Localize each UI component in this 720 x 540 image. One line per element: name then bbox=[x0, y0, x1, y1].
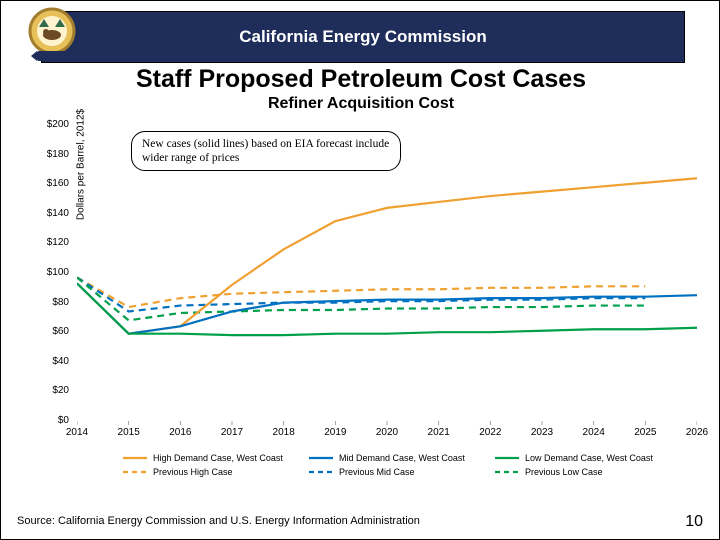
series-line bbox=[77, 277, 645, 311]
y-tick: $60 bbox=[29, 326, 69, 337]
series-line bbox=[77, 178, 697, 333]
x-tick: 2022 bbox=[475, 427, 505, 438]
state-seal-icon bbox=[19, 7, 85, 65]
chart-annotation: New cases (solid lines) based on EIA for… bbox=[131, 131, 401, 171]
org-name: California Energy Commission bbox=[239, 27, 487, 47]
y-tick: $100 bbox=[29, 267, 69, 278]
legend-swatch-icon bbox=[309, 467, 333, 477]
y-tick: $20 bbox=[29, 385, 69, 396]
x-tick: 2019 bbox=[320, 427, 350, 438]
legend-label: Low Demand Case, West Coast bbox=[525, 453, 653, 463]
slide-title: Staff Proposed Petroleum Cost Cases bbox=[1, 65, 720, 94]
annotation-text: New cases (solid lines) based on EIA for… bbox=[142, 137, 400, 166]
y-tick: $0 bbox=[29, 415, 69, 426]
header-bar: California Energy Commission bbox=[41, 11, 685, 63]
source-text: Source: California Energy Commission and… bbox=[17, 515, 420, 527]
legend-swatch-icon bbox=[495, 453, 519, 463]
y-tick: $80 bbox=[29, 297, 69, 308]
x-tick: 2025 bbox=[630, 427, 660, 438]
legend-swatch-icon bbox=[309, 453, 333, 463]
legend-swatch-icon bbox=[123, 453, 147, 463]
legend-swatch-icon bbox=[123, 467, 147, 477]
chart-legend: High Demand Case, West Coast Mid Demand C… bbox=[123, 453, 693, 481]
x-tick: 2015 bbox=[114, 427, 144, 438]
legend-swatch-icon bbox=[495, 467, 519, 477]
x-tick: 2021 bbox=[424, 427, 454, 438]
x-tick: 2018 bbox=[269, 427, 299, 438]
x-tick: 2020 bbox=[372, 427, 402, 438]
legend-item: Previous Mid Case bbox=[309, 467, 495, 477]
x-tick: 2024 bbox=[579, 427, 609, 438]
slide-root: California Energy Commission Staff Propo… bbox=[0, 0, 720, 540]
x-tick: 2017 bbox=[217, 427, 247, 438]
legend-item: Previous High Case bbox=[123, 467, 309, 477]
x-tick: 2023 bbox=[527, 427, 557, 438]
legend-label: Previous Mid Case bbox=[339, 467, 415, 477]
legend-row: Previous High Case Previous Mid Case Previ… bbox=[123, 467, 693, 477]
legend-item: Mid Demand Case, West Coast bbox=[309, 453, 495, 463]
x-tick: 2016 bbox=[165, 427, 195, 438]
x-tick: 2014 bbox=[62, 427, 92, 438]
y-tick: $200 bbox=[29, 119, 69, 130]
legend-item: Low Demand Case, West Coast bbox=[495, 453, 681, 463]
y-tick: $40 bbox=[29, 356, 69, 367]
legend-item: High Demand Case, West Coast bbox=[123, 453, 309, 463]
slide-subtitle: Refiner Acquisition Cost bbox=[1, 95, 720, 113]
x-tick: 2026 bbox=[682, 427, 712, 438]
y-tick: $160 bbox=[29, 178, 69, 189]
y-tick: $120 bbox=[29, 237, 69, 248]
legend-row: High Demand Case, West Coast Mid Demand C… bbox=[123, 453, 693, 463]
legend-label: Previous High Case bbox=[153, 467, 233, 477]
y-tick: $180 bbox=[29, 149, 69, 160]
legend-label: Previous Low Case bbox=[525, 467, 603, 477]
page-number: 10 bbox=[685, 513, 703, 531]
legend-item: Previous Low Case bbox=[495, 467, 681, 477]
legend-label: High Demand Case, West Coast bbox=[153, 453, 283, 463]
y-tick: $140 bbox=[29, 208, 69, 219]
legend-label: Mid Demand Case, West Coast bbox=[339, 453, 465, 463]
